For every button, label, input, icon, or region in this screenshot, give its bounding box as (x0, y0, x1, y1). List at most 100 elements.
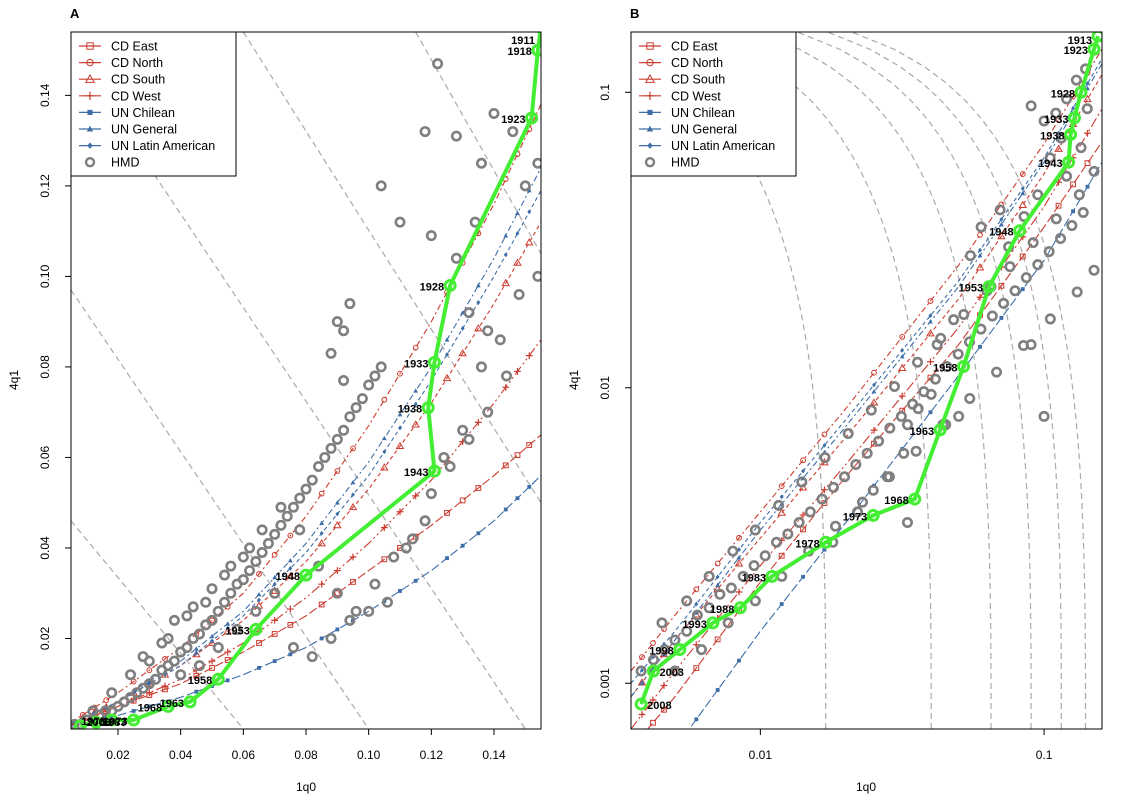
trajectory-point (1074, 85, 1088, 99)
model-point (640, 786, 644, 790)
model-point (1018, 200, 1028, 208)
hmd-point (407, 533, 419, 545)
hmd-point (861, 447, 873, 459)
hmd-point (1038, 115, 1050, 127)
hmd-point (175, 669, 187, 681)
hmd-point (856, 496, 868, 508)
model-point (318, 601, 325, 608)
model-point (639, 680, 645, 685)
model-point (272, 574, 278, 580)
hmd-point (873, 435, 885, 447)
panel-a-trajectory (73, 32, 541, 729)
model-line-cd-north (631, 48, 1102, 672)
model-point (899, 333, 906, 340)
year-label: 1928 (420, 281, 444, 293)
hmd-point (231, 623, 243, 635)
hmd-point (796, 476, 808, 488)
model-point (927, 358, 934, 366)
model-point (412, 344, 419, 351)
model-point (822, 442, 827, 448)
hmd-point (137, 651, 149, 663)
model-point (997, 231, 1006, 240)
hmd-point (669, 634, 681, 646)
hmd-point (269, 528, 281, 540)
hmd-point (749, 595, 761, 607)
model-point (223, 627, 232, 635)
hmd-point (438, 451, 450, 463)
model-point (998, 222, 1004, 227)
hmd-point (1088, 264, 1100, 276)
hmd-point (356, 393, 368, 405)
model-point (651, 773, 655, 777)
hmd-point (1061, 170, 1073, 182)
hmd-point (669, 665, 681, 677)
panel-b-label: B (630, 6, 639, 21)
hmd-point (827, 481, 839, 493)
hmd-point (884, 422, 896, 434)
year-label: 1973 (103, 716, 127, 728)
trajectory-point (1087, 42, 1101, 56)
hmd-point (450, 252, 462, 264)
panel-b-y-title: 4q1 (567, 370, 581, 390)
hmd-point (181, 642, 193, 654)
model-point (649, 696, 657, 704)
legend-marker (84, 156, 96, 168)
model-point (513, 258, 522, 266)
model-point (737, 658, 741, 663)
model-point (475, 283, 481, 288)
model-point (474, 324, 483, 332)
hmd-point (281, 510, 293, 522)
model-point (527, 484, 532, 489)
hmd-point (350, 605, 362, 617)
hmd-point (463, 307, 475, 319)
x-tick-label: 0.06 (232, 748, 256, 762)
legend-label: CD West (671, 89, 721, 103)
model-point (413, 388, 419, 393)
hmd-point (842, 428, 854, 440)
model-point (1071, 209, 1075, 214)
model-point (715, 582, 721, 587)
hmd-point (1073, 189, 1085, 201)
model-point (735, 588, 743, 596)
model-point (928, 313, 933, 318)
model-point (714, 560, 721, 567)
model-point (194, 689, 199, 694)
hmd-point (369, 578, 381, 590)
panel-b-legend: CD East CD North CD South CD West UN Chilean… (630, 31, 797, 177)
model-point (257, 665, 261, 670)
model-point (334, 468, 341, 474)
y-tick-label: 0.02 (38, 626, 52, 650)
model-point (1020, 190, 1026, 196)
isoline (697, 32, 932, 729)
trajectory-point (249, 622, 263, 636)
model-point (900, 347, 905, 353)
model-point (1020, 287, 1025, 292)
hmd-point (338, 374, 350, 386)
hmd-point (99, 705, 111, 717)
model-point (476, 300, 481, 305)
hmd-point (1088, 165, 1100, 177)
model-point (778, 552, 785, 559)
legend-box (630, 31, 797, 177)
model-point (1071, 105, 1075, 111)
model-point (660, 682, 668, 689)
model-point (821, 486, 828, 494)
hmd-point (759, 550, 771, 562)
hmd-point (381, 596, 393, 608)
legend-marker (84, 73, 96, 83)
model-point (397, 412, 403, 417)
model-point (272, 581, 277, 587)
model-point (288, 565, 293, 571)
hmd-point (1050, 107, 1062, 119)
year-label: 1968 (884, 495, 908, 507)
model-line-cd-west (71, 339, 541, 725)
hmd-point (929, 373, 941, 385)
hmd-point (793, 516, 805, 528)
hmd-point (344, 614, 356, 626)
hmd-point (912, 403, 924, 415)
model-line-un-general (631, 63, 1102, 698)
hmd-point (482, 406, 494, 418)
hmd-point (306, 651, 318, 663)
